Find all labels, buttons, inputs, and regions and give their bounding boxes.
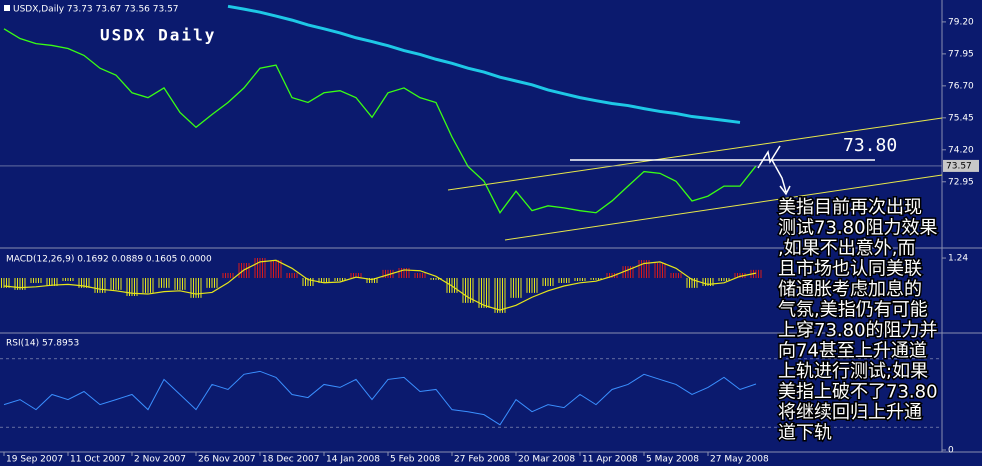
series-line (3, 28, 757, 214)
annotation-text: 道下轨 (778, 423, 832, 444)
icon (4, 5, 10, 11)
y-tick-label: 76.70 (948, 81, 974, 91)
x-tick-label: 26 Nov 2007 (198, 455, 256, 465)
last-price-box (943, 159, 979, 172)
annotation-text: 美指上破不了73.80 (778, 382, 938, 403)
series-line (3, 259, 757, 311)
x-tick-label: 11 Oct 2007 (70, 455, 126, 465)
annotation-text: 上穿73.80的阻力并 (778, 320, 938, 341)
annotation-text: 且市场也认同美联 (778, 259, 922, 280)
series-line (3, 370, 757, 426)
annotation-text: 将继续回归上升通 (778, 402, 922, 423)
annotation-text: ,如果不出意外,而 (778, 238, 915, 259)
macd-title: MACD(12,26,9) 0.1692 0.0889 0.1605 0.000… (6, 255, 212, 265)
y-tick-label: 0 (948, 446, 954, 456)
x-tick-label: 5 May 2008 (646, 455, 699, 465)
x-tick-label: 20 Mar 2008 (518, 455, 575, 465)
y-tick-label: 79.20 (948, 17, 974, 27)
annotation-text: 测试73.80阻力效果 (778, 218, 938, 239)
x-tick-label: 19 Sep 2007 (6, 455, 63, 465)
annotation-text: 气氛,美指仍有可能 (778, 300, 928, 321)
x-tick-label: 14 Jan 2008 (326, 455, 380, 465)
y-tick-label: 74.20 (948, 145, 974, 155)
x-tick-label: 27 Feb 2008 (454, 455, 510, 465)
chart-header: USDX,Daily 73.73 73.67 73.56 73.57 (13, 5, 179, 15)
series-line (227, 4, 741, 124)
last-price-label: 73.57 (946, 161, 972, 171)
annotation-text: 向74甚至上升通道 (778, 341, 927, 362)
x-tick-label: 2 Nov 2007 (134, 455, 186, 465)
channel-lower (504, 174, 943, 241)
x-tick-label: 18 Dec 2007 (262, 455, 320, 465)
x-tick-label: 5 Feb 2008 (390, 455, 441, 465)
annotation-text: 上轨进行测试;如果 (778, 361, 928, 382)
annotation-text: 储通胀考虑加息的 (778, 279, 922, 300)
y-tick-label: 72.95 (948, 177, 974, 187)
y-tick-label: 75.45 (948, 113, 974, 123)
channel-upper (447, 117, 943, 191)
chart-title: USDX Daily (100, 26, 216, 45)
rsi-title: RSI(14) 57.8953 (6, 339, 79, 349)
y-tick-label: 1.24 (948, 254, 968, 264)
x-tick-label: 11 Apr 2008 (582, 455, 638, 465)
x-tick-label: 27 May 2008 (710, 455, 769, 465)
y-tick-label: 77.95 (948, 49, 974, 59)
annotation-text: 美指目前再次出现 (778, 197, 922, 218)
resistance-label: 73.80 (843, 135, 897, 156)
